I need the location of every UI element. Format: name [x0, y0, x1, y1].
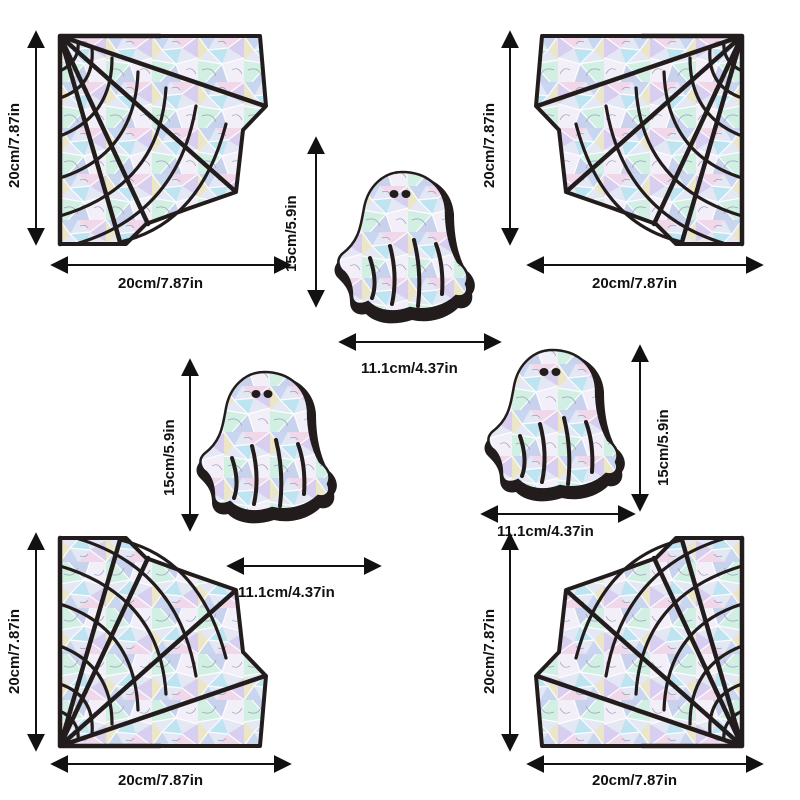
web-decal-bottom-left — [60, 538, 266, 746]
web-bl-height-label: 20cm/7.87in — [6, 608, 23, 694]
ghost-top-height-label: 15cm/5.9in — [283, 195, 300, 272]
web-br-width-label: 20cm/7.87in — [592, 772, 678, 789]
ghost-right-width-label: 11.1cm/4.37in — [497, 523, 594, 540]
ghost-top-width-label: 11.1cm/4.37in — [361, 360, 458, 377]
ghost-right-height-label: 15cm/5.9in — [655, 409, 672, 486]
web-tl-width-label: 20cm/7.87in — [118, 275, 204, 292]
ghost-left-width-label: 11.1cm/4.37in — [238, 584, 335, 601]
web-bl-width-label: 20cm/7.87in — [118, 772, 204, 789]
web-decal-bottom-right — [536, 538, 742, 746]
web-tr-height-label: 20cm/7.87in — [481, 102, 498, 188]
ghost-decal-left — [194, 370, 339, 526]
ghost-decal-top — [332, 170, 477, 326]
web-tr-width-label: 20cm/7.87in — [592, 275, 678, 292]
web-decal-top-left — [60, 36, 266, 244]
ghost-left-height-label: 15cm/5.9in — [161, 419, 178, 496]
web-decal-top-right — [536, 36, 742, 244]
web-br-height-label: 20cm/7.87in — [481, 608, 498, 694]
ghost-decal-right — [482, 348, 627, 504]
web-tl-height-label: 20cm/7.87in — [6, 102, 23, 188]
